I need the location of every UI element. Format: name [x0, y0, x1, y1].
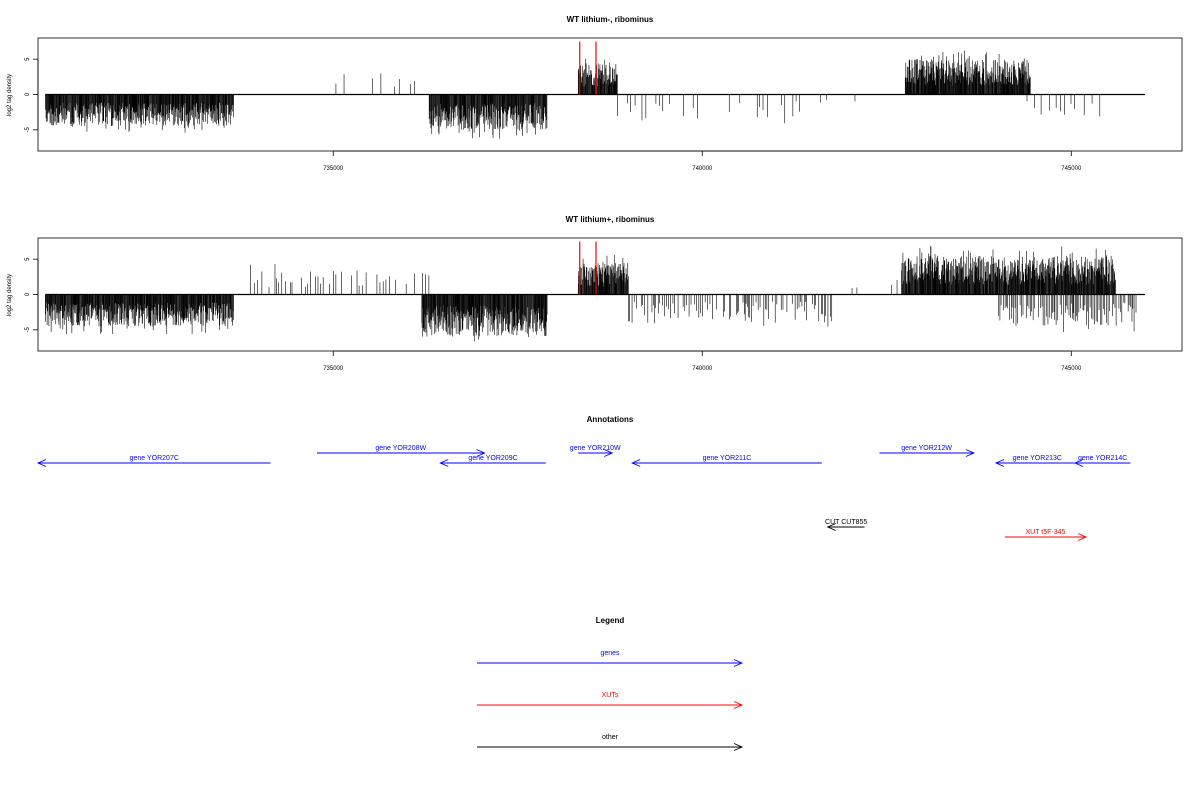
legend-entry: XUTs	[477, 692, 744, 709]
feature-arrowhead	[733, 743, 744, 751]
feature-arrowhead	[631, 459, 641, 467]
annotation-feature: gene YOR210W	[570, 445, 621, 457]
annotation-feature: gene YOR214C	[1073, 455, 1131, 467]
panel-lithium-plus: WT lithium+, ribominus log2 tag density …	[7, 215, 1183, 372]
y-tick-label: -5	[25, 126, 31, 132]
x-tick-label: 735000	[323, 166, 344, 172]
feature-arrowhead	[733, 701, 744, 709]
feature-label: gene YOR211C	[703, 455, 752, 462]
legend-entry: other	[477, 734, 744, 751]
annotation-feature: gene YOR208W	[316, 445, 486, 457]
feature-label: gene YOR210W	[570, 445, 621, 452]
legend-entries: genes XUTs other	[477, 650, 744, 751]
feature-label: XUT t5F-345	[1025, 529, 1065, 536]
feature-arrowhead	[826, 523, 836, 531]
y-tick-label: 0	[25, 92, 31, 96]
x-tick-label: 735000	[323, 366, 344, 372]
feature-label: CUT CUT855	[825, 519, 867, 526]
annotation-feature: gene YOR212W	[879, 445, 975, 457]
feature-label: gene YOR207C	[130, 455, 179, 462]
feature-arrowhead	[476, 449, 486, 457]
y-tick-label: 0	[25, 292, 31, 296]
y-axis-label: log2 tag density	[7, 274, 13, 316]
x-tick-label: 740000	[692, 366, 713, 372]
feature-arrowhead	[1077, 533, 1088, 541]
feature-label: gene YOR208W	[375, 445, 426, 452]
x-axis: 735000 740000 745000	[323, 350, 1082, 372]
legend: Legend genes XUTs other	[477, 616, 744, 751]
feature-arrowhead	[36, 459, 47, 467]
legend-title: Legend	[596, 616, 625, 625]
density-bars	[45, 246, 1146, 342]
annotation-feature: CUT CUT855	[825, 519, 867, 531]
feature-label: gene YOR214C	[1078, 455, 1127, 462]
annotation-feature: XUT t5F-345	[1004, 529, 1088, 541]
annotation-feature: gene YOR207C	[36, 455, 271, 467]
panel-title: WT lithium+, ribominus	[566, 215, 655, 224]
feature-arrowhead	[1073, 459, 1084, 467]
y-axis: -5 0 5	[25, 57, 39, 132]
y-axis: -5 0 5	[25, 257, 39, 332]
annotation-features: gene YOR207C gene YOR208W gene YOR209C gene…	[36, 445, 1131, 541]
annotations-title: Annotations	[587, 415, 634, 424]
feature-arrowhead	[604, 449, 614, 457]
reference-lines	[579, 241, 597, 295]
y-tick-label: 5	[25, 57, 31, 61]
density-bars	[45, 50, 1146, 139]
x-tick-label: 745000	[1061, 366, 1082, 372]
x-tick-label: 740000	[692, 166, 713, 172]
y-tick-label: -5	[25, 326, 31, 332]
annotation-feature: gene YOR213C	[994, 455, 1079, 467]
feature-arrowhead	[965, 449, 975, 457]
y-tick-label: 5	[25, 257, 31, 261]
feature-arrowhead	[994, 459, 1005, 467]
legend-entry: genes	[477, 650, 744, 667]
legend-label: XUTs	[602, 692, 619, 699]
feature-arrowhead	[733, 659, 744, 667]
x-tick-label: 745000	[1061, 166, 1082, 172]
feature-arrowhead	[439, 459, 449, 467]
panel-title: WT lithium-, ribominus	[567, 15, 654, 24]
annotation-feature: gene YOR209C	[439, 455, 546, 467]
feature-label: gene YOR209C	[468, 455, 517, 462]
x-axis: 735000 740000 745000	[323, 150, 1082, 172]
legend-label: genes	[600, 650, 620, 657]
feature-label: gene YOR212W	[901, 445, 952, 452]
annotation-feature: gene YOR211C	[631, 455, 822, 467]
feature-label: gene YOR213C	[1013, 455, 1062, 462]
legend-label: other	[602, 734, 619, 741]
reference-lines	[579, 41, 597, 95]
panel-lithium-minus: WT lithium-, ribominus log2 tag density …	[7, 15, 1183, 172]
y-axis-label: log2 tag density	[7, 74, 13, 116]
